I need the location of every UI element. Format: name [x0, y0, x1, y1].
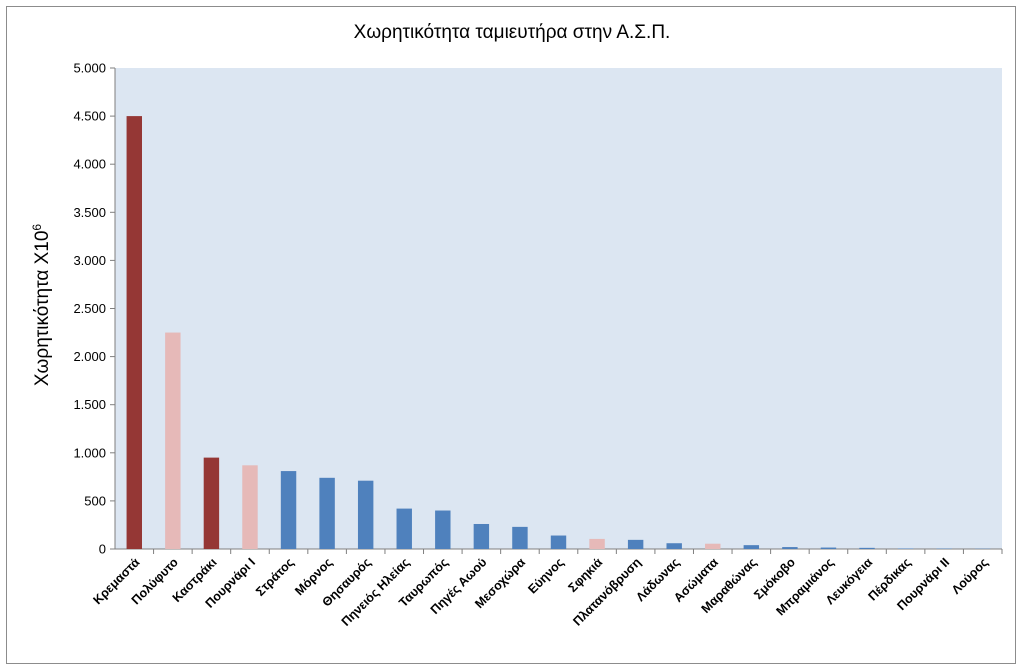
x-category-label: Εύηνος [525, 555, 566, 596]
bar [705, 543, 721, 549]
bar [666, 543, 682, 549]
bar [357, 480, 374, 549]
bar [627, 539, 644, 549]
plot-area [115, 68, 1002, 549]
bar [435, 510, 451, 549]
y-tick-label: 4.000 [73, 157, 106, 172]
bar [512, 526, 528, 549]
bar [589, 538, 605, 549]
y-tick-label: 1.500 [73, 397, 106, 412]
y-tick-label: 3.500 [73, 205, 106, 220]
bar [550, 535, 567, 549]
y-tick-label: 3.000 [73, 253, 106, 268]
y-tick-label: 2.500 [73, 301, 106, 316]
bar [743, 545, 760, 549]
x-category-label: Στράτος [253, 555, 297, 599]
y-tick-label: 1.000 [73, 445, 106, 460]
y-tick-label: 500 [84, 493, 106, 508]
bar [396, 508, 412, 549]
x-category-label: Πηνειός Ηλείας [339, 555, 413, 629]
y-tick-label: 2.000 [73, 349, 106, 364]
x-category-label: Λούρος [949, 555, 991, 597]
bar [203, 457, 220, 549]
bar [242, 465, 258, 549]
bar [165, 332, 181, 549]
bar [820, 547, 837, 549]
y-tick-label: 0 [99, 542, 106, 557]
bar [782, 547, 798, 549]
bar [126, 116, 142, 549]
chart-title: Χωρητικότητα ταμιευτήρα στην Α.Σ.Π. [353, 22, 671, 43]
x-category-label: Πλατανόβρυση [570, 555, 643, 628]
bar [473, 523, 490, 549]
y-tick-label: 5.000 [73, 61, 106, 76]
y-tick-label: 4.500 [73, 109, 106, 124]
bar [859, 547, 875, 549]
bar [319, 477, 335, 549]
bar [280, 471, 297, 549]
